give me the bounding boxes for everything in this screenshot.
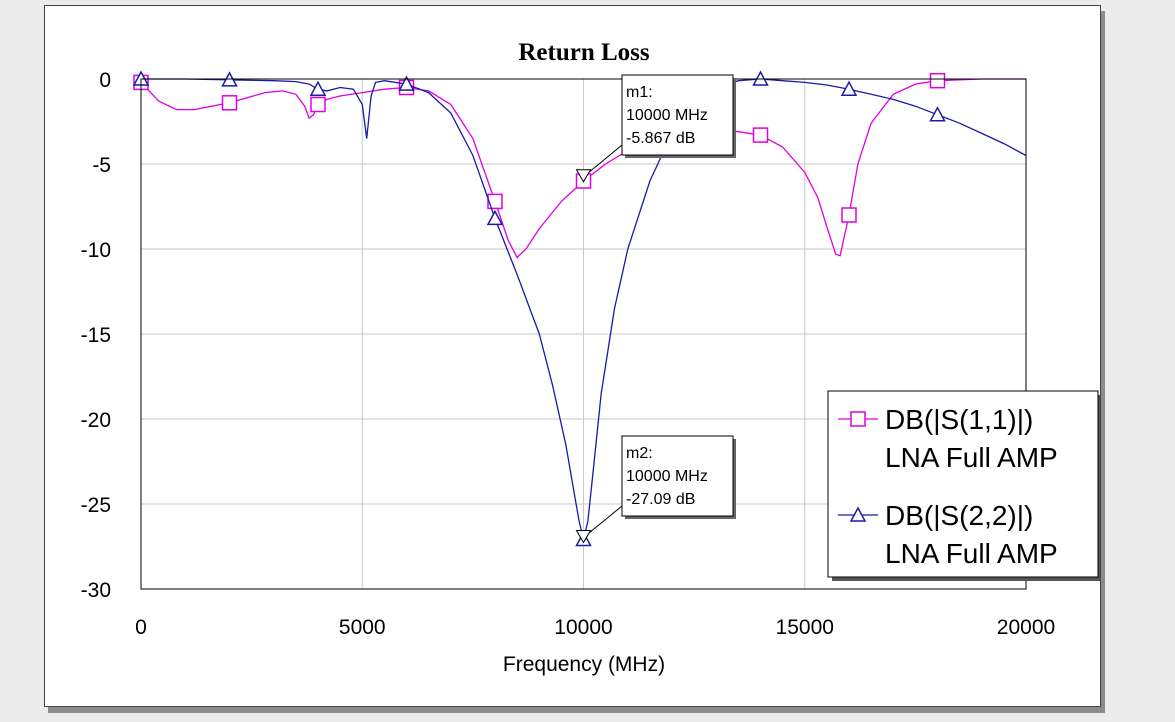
chart-window: Return Loss 0 5000 10000 15000 20000 0 -5 -10 -1… (44, 5, 1101, 707)
x-axis-label: Frequency (MHz) (503, 653, 665, 676)
s11-point-marker (929, 72, 946, 89)
x-tick-label: 15000 (776, 616, 834, 639)
legend-entry-s11[interactable]: DB(|S(1,1)|) LNA Full AMP (838, 404, 1058, 473)
marker-value: -27.09 dB (626, 491, 695, 508)
marker-2[interactable]: m2: 10000 MHz -27.09 dB (575, 435, 737, 544)
marker-value: -5.867 dB (626, 130, 695, 147)
y-tick-label: -30 (81, 579, 111, 602)
marker-indicator (575, 530, 592, 544)
s22-point-marker (840, 80, 858, 96)
s11-point-marker (487, 193, 503, 210)
legend-entry-s22[interactable]: DB(|S(2,2)|) LNA Full AMP (838, 500, 1058, 569)
y-tick-label: -20 (81, 409, 111, 432)
legend-series-name: DB(|S(2,2)|) (885, 500, 1033, 531)
marker-box (621, 435, 734, 517)
y-tick-label: -25 (81, 494, 111, 517)
y-tick-label: -15 (81, 324, 111, 347)
marker-label: m2: (626, 445, 653, 462)
grid-lines (141, 79, 1026, 589)
x-tick-label: 20000 (997, 616, 1055, 639)
legend[interactable]: DB(|S(1,1)|) LNA Full AMP DB(|S(2,2)|) LNA … (827, 390, 1100, 581)
x-tick-label: 10000 (554, 616, 612, 639)
legend-box (827, 390, 1099, 578)
y-tick-label: -5 (92, 154, 111, 177)
marker-frequency: 10000 MHz (626, 107, 708, 124)
marker-label: m1: (626, 84, 653, 101)
y-tick-label: -10 (81, 239, 111, 262)
s22-point-marker (309, 80, 327, 96)
s11-curve (140, 78, 1026, 259)
s11-point-marker (841, 207, 857, 223)
marker-frequency: 10000 MHz (626, 468, 708, 485)
marker-box (621, 74, 734, 156)
legend-series-name: DB(|S(1,1)|) (885, 404, 1033, 435)
marker-annotations[interactable]: m1: 10000 MHz -5.867 dB m2: 10000 MHz -27.09 … (575, 74, 737, 544)
axes: 0 5000 10000 15000 20000 0 -5 -10 -15 -20 -25 -30 (81, 69, 1056, 639)
plot-border (140, 78, 1027, 590)
y-tick-label: 0 (99, 69, 111, 92)
s22-point-marker (486, 209, 504, 226)
return-loss-chart[interactable]: Return Loss 0 5000 10000 15000 20000 0 -5 -10 -1… (45, 6, 1100, 706)
legend-series-subname: LNA Full AMP (885, 442, 1058, 473)
s11-point-marker (221, 95, 238, 111)
s22-point-marker (398, 75, 415, 91)
s22-point-marker (929, 106, 946, 122)
s11-point-marker (752, 127, 769, 143)
legend-marker (849, 506, 867, 522)
legend-series-subname: LNA Full AMP (885, 538, 1058, 569)
marker-1[interactable]: m1: 10000 MHz -5.867 dB (575, 74, 737, 183)
x-tick-label: 5000 (339, 616, 386, 639)
legend-marker (850, 411, 866, 427)
s11-point-marker (310, 96, 326, 113)
x-tick-label: 0 (135, 616, 147, 639)
chart-title: Return Loss (518, 39, 650, 66)
marker-indicator (575, 169, 592, 183)
